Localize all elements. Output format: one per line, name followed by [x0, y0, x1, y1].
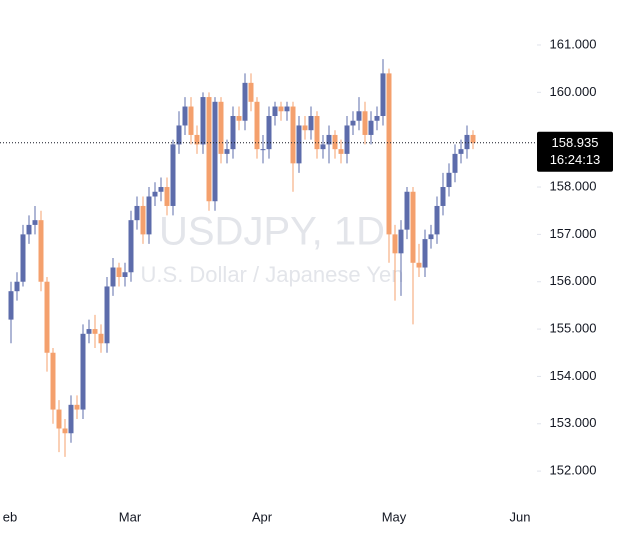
- candle-body: [56, 409, 62, 429]
- countdown-label: 16:24:13: [550, 152, 601, 167]
- y-tick-label: 158.000: [550, 178, 597, 193]
- candle-body: [182, 106, 188, 126]
- candle-body: [356, 111, 362, 121]
- candle-body: [350, 120, 356, 126]
- candle-body: [302, 125, 308, 131]
- candle-body: [434, 205, 440, 235]
- candle-body: [176, 125, 182, 145]
- x-tick-label: eb: [3, 509, 17, 524]
- candle-body: [104, 286, 110, 344]
- candle-body: [326, 134, 332, 145]
- candle-body: [188, 106, 194, 135]
- candle-body: [242, 82, 248, 121]
- last-price-label: 158.935: [552, 135, 599, 150]
- candle-body: [290, 106, 296, 164]
- candle-body: [200, 97, 206, 145]
- candle-body: [380, 73, 386, 117]
- candle-body: [140, 205, 146, 235]
- candle-body: [254, 101, 260, 150]
- candle-body: [212, 101, 218, 202]
- y-tick-label: 152.000: [550, 463, 597, 478]
- description-watermark: U.S. Dollar / Japanese Yen: [141, 262, 404, 287]
- candle-body: [218, 101, 224, 154]
- x-tick-label: Mar: [119, 509, 142, 524]
- candle-body: [374, 116, 380, 121]
- candle-body: [386, 73, 392, 235]
- candle-body: [122, 272, 128, 277]
- candle-body: [452, 153, 458, 173]
- candle-body: [248, 82, 254, 102]
- candle-body: [416, 262, 422, 268]
- candle-body: [284, 106, 290, 112]
- x-tick-label: May: [382, 509, 407, 524]
- candle-body: [80, 333, 86, 410]
- candle-body: [368, 120, 374, 135]
- y-tick-label: 161.000: [550, 36, 597, 51]
- candle-body: [110, 267, 116, 287]
- candle-body: [296, 125, 302, 164]
- candle-body: [74, 404, 80, 410]
- y-tick-label: 157.000: [550, 226, 597, 241]
- candle-body: [344, 125, 350, 154]
- candle-body: [158, 187, 164, 192]
- candle-body: [194, 134, 200, 145]
- y-tick-label: 156.000: [550, 273, 597, 288]
- candle-body: [86, 329, 92, 334]
- x-tick-label: Apr: [252, 509, 273, 524]
- candle-body: [170, 144, 176, 206]
- candle-body: [446, 172, 452, 188]
- candle-body: [44, 281, 50, 353]
- candle-body: [404, 191, 410, 230]
- candle-body: [68, 404, 74, 434]
- candle-body: [470, 134, 476, 143]
- candle-body: [392, 234, 398, 254]
- candle-body: [464, 134, 470, 150]
- candle-body: [338, 149, 344, 154]
- candle-body: [236, 116, 242, 121]
- candle-body: [230, 116, 236, 150]
- y-tick-label: 154.000: [550, 368, 597, 383]
- x-tick-label: Jun: [510, 509, 531, 524]
- y-tick-label: 160.000: [550, 84, 597, 99]
- candle-body: [260, 149, 266, 151]
- candle-body: [458, 149, 464, 154]
- candle-body: [8, 291, 14, 320]
- candle-body: [92, 329, 98, 334]
- candle-body: [38, 220, 44, 282]
- candle-body: [62, 428, 68, 434]
- candle-body: [164, 187, 170, 206]
- candle-body: [266, 116, 272, 150]
- symbol-watermark: USDJPY, 1D: [159, 210, 385, 254]
- candle-body: [224, 149, 230, 154]
- y-tick-label: 153.000: [550, 415, 597, 430]
- candle-body: [116, 267, 122, 277]
- candle-body: [20, 234, 26, 282]
- candle-body: [362, 111, 368, 135]
- candle-body: [440, 187, 446, 206]
- candle-body: [308, 116, 314, 131]
- candle-body: [128, 220, 134, 273]
- candle-body: [320, 144, 326, 150]
- candle-body: [32, 220, 38, 225]
- candle-body: [14, 281, 20, 292]
- candle-body: [206, 97, 212, 202]
- candle-body: [146, 196, 152, 235]
- candle-body: [410, 191, 416, 263]
- candle-body: [332, 134, 338, 150]
- y-tick-label: 155.000: [550, 321, 597, 336]
- candle-body: [314, 116, 320, 150]
- candle-body: [98, 333, 104, 344]
- candle-body: [422, 239, 428, 268]
- candle-body: [272, 106, 278, 117]
- candle-body: [428, 234, 434, 240]
- candle-body: [278, 106, 284, 112]
- candle-body: [398, 229, 404, 254]
- candle-body: [50, 352, 56, 410]
- candle-body: [26, 224, 32, 235]
- last-price-box: [537, 131, 613, 172]
- candle-body: [134, 205, 140, 221]
- candle-body: [152, 191, 158, 197]
